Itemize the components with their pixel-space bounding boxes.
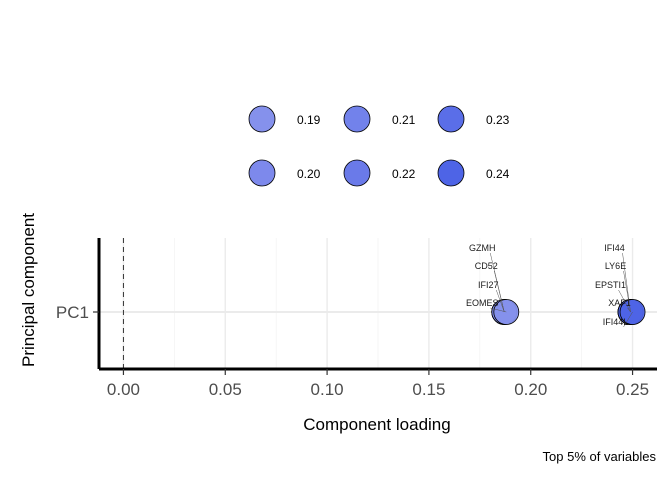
point-label: XAF1 [608,298,631,308]
label-segment [623,270,631,313]
x-tick-label: 0.20 [514,380,547,399]
point-label: EOMES [466,298,499,308]
legend-key [437,105,465,133]
axes [97,238,657,371]
x-axis-ticks: 0.00 0.05 0.10 0.15 0.20 0.25 PC1 [56,303,649,399]
point-label: LY6E [605,261,626,271]
x-tick-label: 0.05 [209,380,242,399]
label-segment [490,307,507,313]
point-label: IFI44L [603,317,629,327]
data-points [491,299,646,325]
legend-key [437,159,465,187]
point-labels: GZMH CD52 IFI27 EOMES IFI44 LY6E EPSTI1 XAF1 IFI… [466,243,633,328]
legend-label: 0.22 [392,167,416,181]
legend-label: 0.23 [486,113,510,127]
point-label: EPSTI1 [595,280,626,290]
legend-key [343,159,371,187]
x-axis-title: Component loading [303,415,450,434]
legend-label: 0.19 [297,113,321,127]
legend: 0.19 0.21 0.23 0.20 0.22 0.24 [248,105,510,187]
legend-label: 0.21 [392,113,416,127]
label-segment [623,311,633,328]
point-label: CD52 [475,261,498,271]
label-segment [622,252,631,313]
legend-key [248,105,276,133]
legend-label: 0.20 [297,167,321,181]
x-tick-label: 0.10 [311,380,344,399]
x-tick-label: 0.25 [616,380,649,399]
label-segment [618,289,631,313]
x-tick-label: 0.15 [412,380,445,399]
legend-key [343,105,371,133]
caption: Top 5% of variables [543,449,657,464]
legend-label: 0.24 [486,167,510,181]
label-segment [494,270,505,313]
y-axis-title: Principal component [19,213,38,367]
legend-key [248,159,276,187]
y-tick-label: PC1 [56,303,89,322]
point-label: GZMH [469,243,496,253]
label-segment [627,307,631,313]
point-label: IFI44 [604,243,625,253]
point-label: IFI27 [478,280,499,290]
x-tick-label: 0.00 [107,380,140,399]
label-segment [496,289,505,313]
panel-grid [99,238,657,369]
